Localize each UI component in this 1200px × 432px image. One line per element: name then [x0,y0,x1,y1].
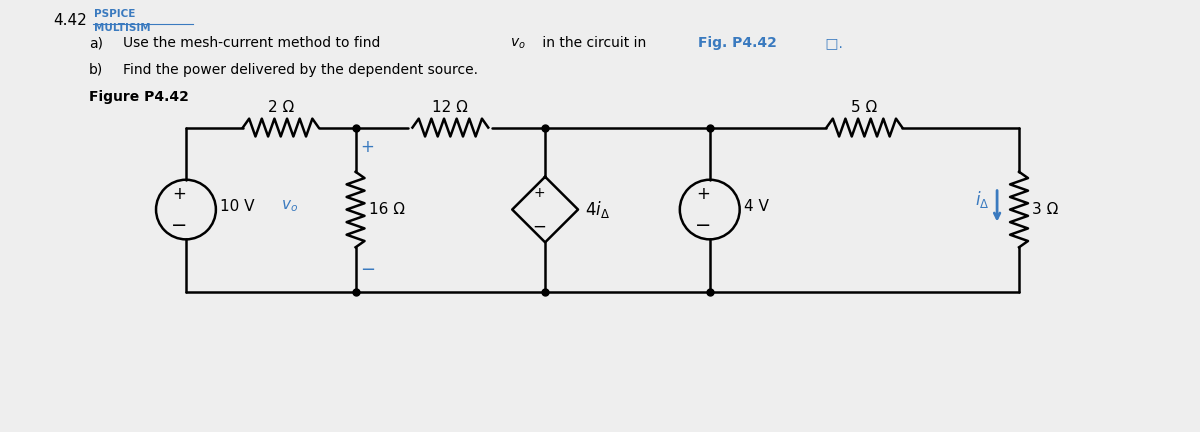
Text: MULTISIM: MULTISIM [94,23,151,33]
Text: b): b) [89,63,103,77]
Text: +: + [361,138,374,156]
Text: $v_o$: $v_o$ [281,199,298,214]
Text: PSPICE: PSPICE [94,10,136,19]
Text: Figure P4.42: Figure P4.42 [89,90,190,104]
Text: +: + [533,186,545,200]
Text: Use the mesh-current method to find: Use the mesh-current method to find [124,36,385,50]
Text: 12 Ω: 12 Ω [432,100,468,114]
Text: 10 V: 10 V [220,199,254,214]
Text: □.: □. [822,36,844,50]
Text: 16 Ω: 16 Ω [368,202,404,217]
Text: +: + [172,184,186,203]
Text: in the circuit in: in the circuit in [538,36,650,50]
Text: $i_\Delta$: $i_\Delta$ [974,189,989,210]
Text: 5 Ω: 5 Ω [851,100,877,114]
Text: −: − [360,260,376,279]
Text: −: − [695,216,710,235]
Text: $4i_\Delta$: $4i_\Delta$ [586,199,610,220]
Text: −: − [170,216,187,235]
Text: a): a) [89,36,103,50]
Text: +: + [696,184,709,203]
Text: 4.42: 4.42 [53,13,88,29]
Text: −: − [533,217,546,235]
Text: Fig. P4.42: Fig. P4.42 [697,36,776,50]
Text: 2 Ω: 2 Ω [268,100,294,114]
Text: $v_o$: $v_o$ [510,36,526,51]
Text: 3 Ω: 3 Ω [1032,202,1058,217]
Text: Find the power delivered by the dependent source.: Find the power delivered by the dependen… [124,63,478,77]
Text: 4 V: 4 V [744,199,768,214]
